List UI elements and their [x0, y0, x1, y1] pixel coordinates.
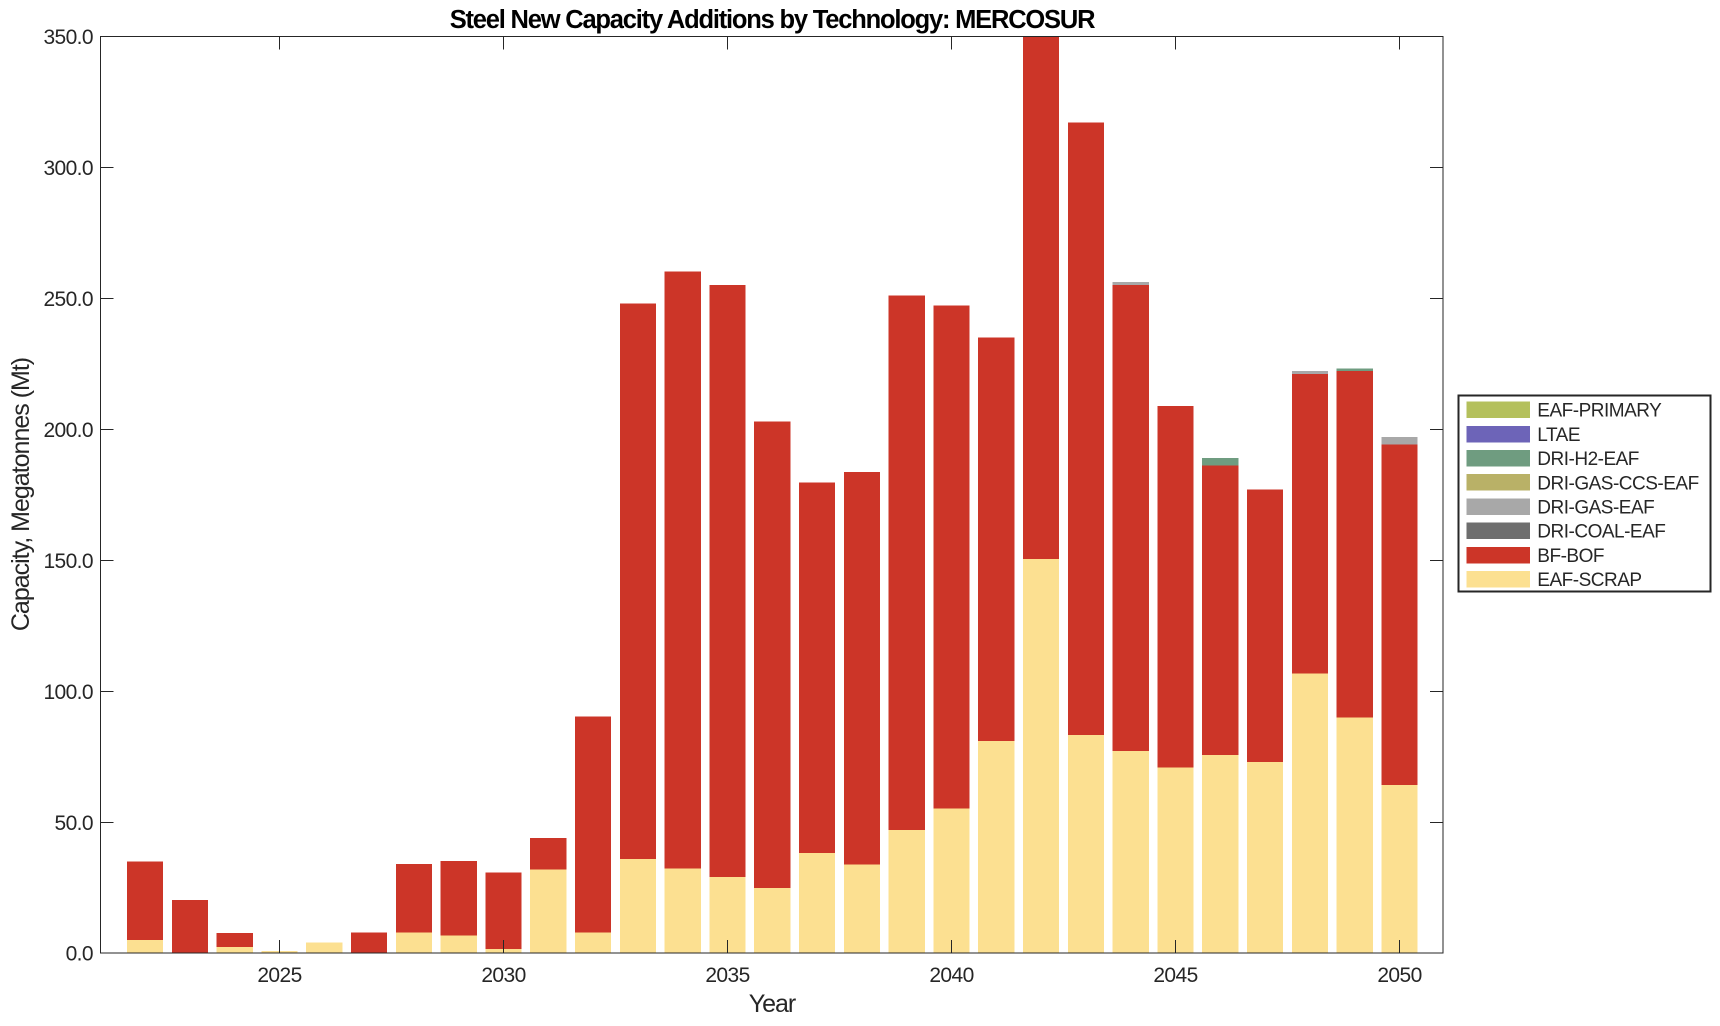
svg-text:2035: 2035 — [705, 964, 749, 987]
svg-text:EAF-PRIMARY: EAF-PRIMARY — [1537, 401, 1662, 422]
svg-text:2040: 2040 — [929, 964, 973, 987]
svg-text:DRI-COAL-EAF: DRI-COAL-EAF — [1537, 522, 1665, 543]
svg-text:2025: 2025 — [257, 964, 301, 987]
svg-text:LTAE: LTAE — [1537, 425, 1580, 446]
svg-text:2030: 2030 — [481, 964, 525, 987]
svg-text:50.0: 50.0 — [55, 812, 93, 835]
svg-text:250.0: 250.0 — [43, 288, 93, 311]
svg-text:100.0: 100.0 — [43, 681, 93, 704]
svg-text:Steel New Capacity Additions b: Steel New Capacity Additions by Technolo… — [450, 6, 1095, 34]
svg-text:0.0: 0.0 — [66, 943, 93, 966]
svg-text:DRI-GAS-CCS-EAF: DRI-GAS-CCS-EAF — [1537, 473, 1698, 494]
svg-text:200.0: 200.0 — [43, 419, 93, 442]
svg-text:Year: Year — [749, 990, 796, 1018]
svg-text:300.0: 300.0 — [43, 157, 93, 180]
svg-text:DRI-H2-EAF: DRI-H2-EAF — [1537, 449, 1639, 470]
svg-text:150.0: 150.0 — [43, 550, 93, 573]
svg-text:2050: 2050 — [1377, 964, 1421, 987]
svg-text:350.0: 350.0 — [43, 26, 93, 49]
svg-text:DRI-GAS-EAF: DRI-GAS-EAF — [1537, 498, 1654, 519]
svg-text:BF-BOF: BF-BOF — [1537, 546, 1604, 567]
svg-text:2045: 2045 — [1153, 964, 1197, 987]
svg-text:Capacity, Megatonnes (Mt): Capacity, Megatonnes (Mt) — [7, 358, 35, 631]
svg-text:EAF-SCRAP: EAF-SCRAP — [1537, 570, 1641, 591]
